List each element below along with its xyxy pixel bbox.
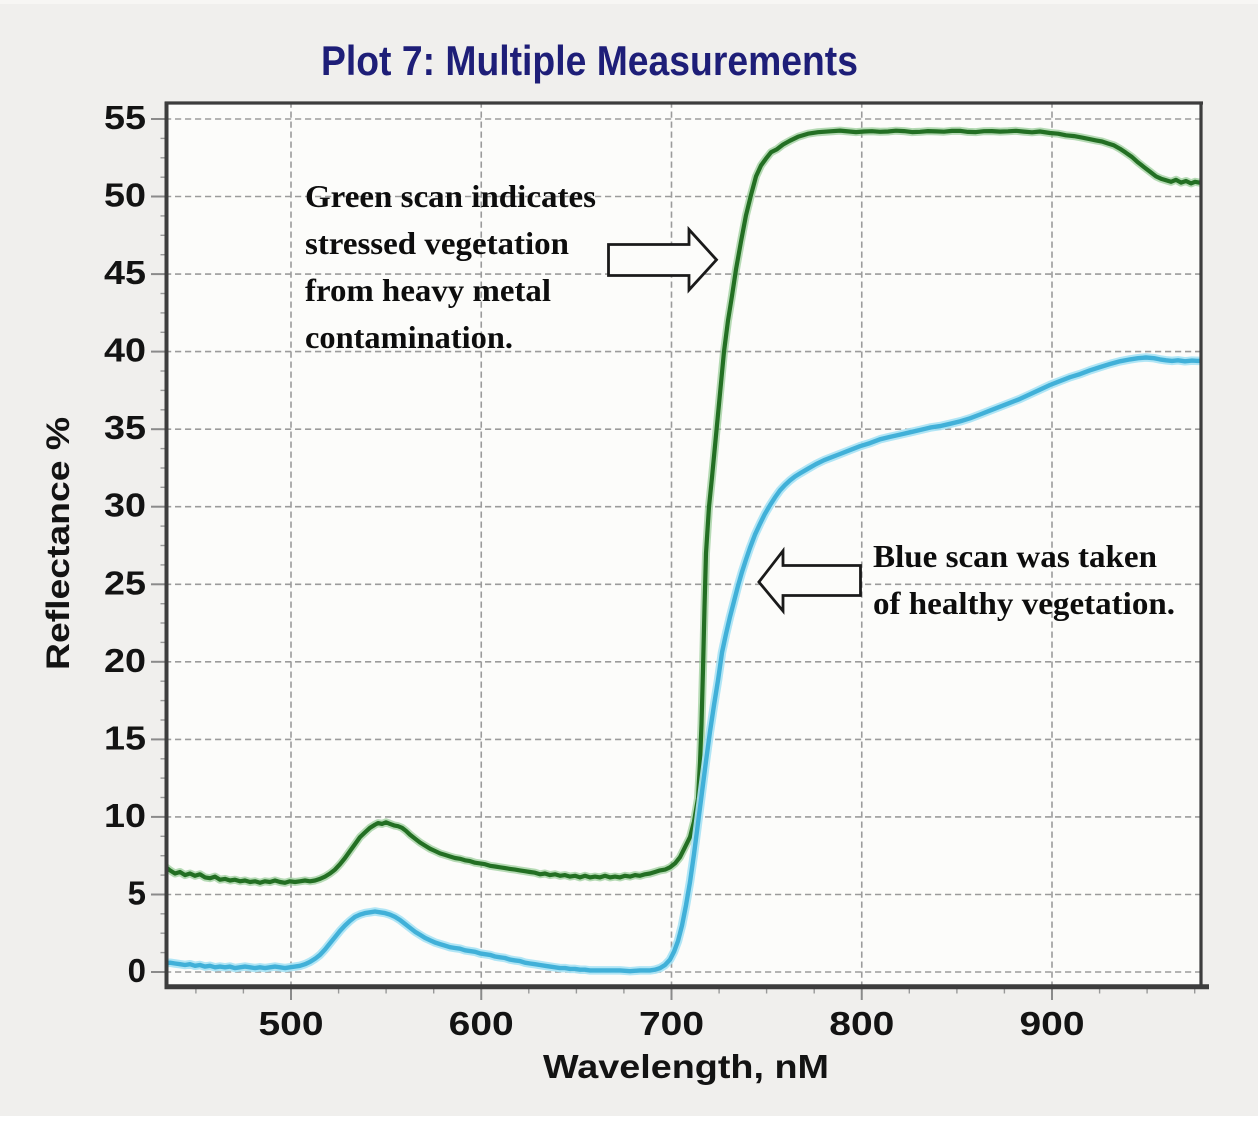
- svg-text:Reflectance %: Reflectance %: [40, 417, 76, 670]
- svg-text:25: 25: [104, 564, 146, 601]
- svg-text:from heavy metal: from heavy metal: [305, 272, 551, 308]
- svg-text:5: 5: [128, 875, 146, 912]
- svg-text:Green scan indicates: Green scan indicates: [305, 178, 596, 214]
- svg-text:20: 20: [104, 642, 146, 679]
- svg-text:15: 15: [104, 719, 146, 756]
- svg-text:700: 700: [639, 1005, 704, 1042]
- svg-text:35: 35: [104, 409, 146, 446]
- svg-text:10: 10: [104, 797, 146, 834]
- svg-text:0: 0: [128, 952, 146, 989]
- svg-text:500: 500: [259, 1005, 324, 1042]
- svg-text:Plot 7: Multiple Measurements: Plot 7: Multiple Measurements: [321, 37, 858, 84]
- svg-text:Wavelength, nM: Wavelength, nM: [543, 1048, 829, 1085]
- svg-text:55: 55: [104, 99, 146, 136]
- svg-text:45: 45: [104, 254, 146, 291]
- svg-text:40: 40: [104, 332, 146, 369]
- svg-text:stressed vegetation: stressed vegetation: [305, 225, 569, 261]
- svg-text:900: 900: [1020, 1005, 1085, 1042]
- svg-text:of healthy vegetation.: of healthy vegetation.: [873, 585, 1175, 621]
- svg-text:contamination.: contamination.: [305, 319, 513, 355]
- svg-text:Blue scan was taken: Blue scan was taken: [873, 538, 1157, 574]
- svg-text:800: 800: [829, 1005, 894, 1042]
- svg-text:30: 30: [104, 487, 146, 524]
- svg-text:50: 50: [104, 177, 146, 214]
- svg-text:600: 600: [449, 1005, 514, 1042]
